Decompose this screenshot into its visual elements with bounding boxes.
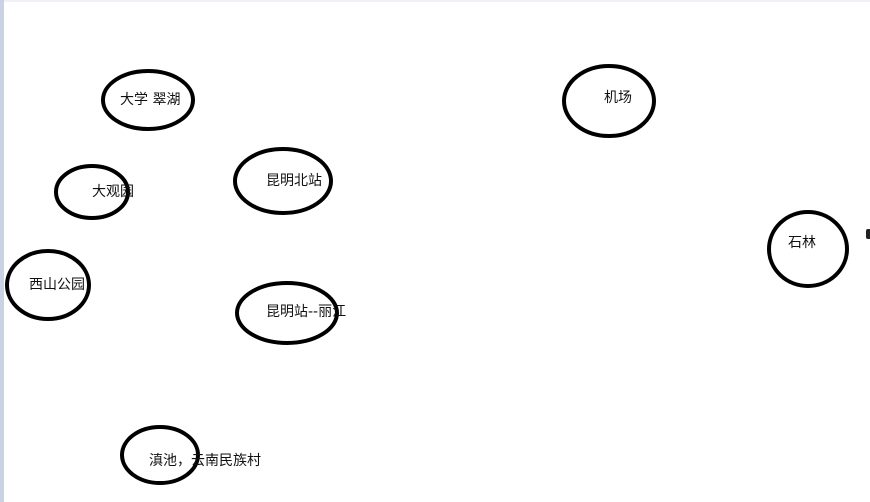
- node-label-kunming-station-lijiang: 昆明站--丽江: [266, 304, 347, 320]
- node-ring-university-cuihu: [101, 69, 195, 131]
- window-left-edge: [0, 0, 4, 502]
- node-label-airport: 机场: [604, 90, 632, 106]
- window-top-edge: [0, 0, 870, 2]
- node-label-dianchi-ethnic-village: 滇池，云南民族村: [149, 453, 261, 469]
- right-edge-mark: [866, 229, 870, 239]
- node-ring-kunming-station-lijiang: [235, 281, 339, 345]
- node-label-stone-forest: 石林: [788, 235, 816, 251]
- node-ring-airport: [562, 64, 656, 138]
- node-ring-xishan-park: [5, 249, 91, 321]
- node-label-xishan-park: 西山公园: [29, 277, 85, 293]
- node-ring-dianchi-ethnic-village: [120, 425, 200, 485]
- node-label-daguanyuan: 大观园: [92, 184, 134, 200]
- node-ring-stone-forest: [767, 210, 849, 288]
- node-ring-kunming-north-station: [233, 147, 333, 215]
- node-label-university-cuihu: 大学 翠湖: [120, 92, 181, 108]
- node-label-kunming-north-station: 昆明北站: [266, 173, 322, 189]
- node-ring-daguanyuan: [54, 164, 130, 220]
